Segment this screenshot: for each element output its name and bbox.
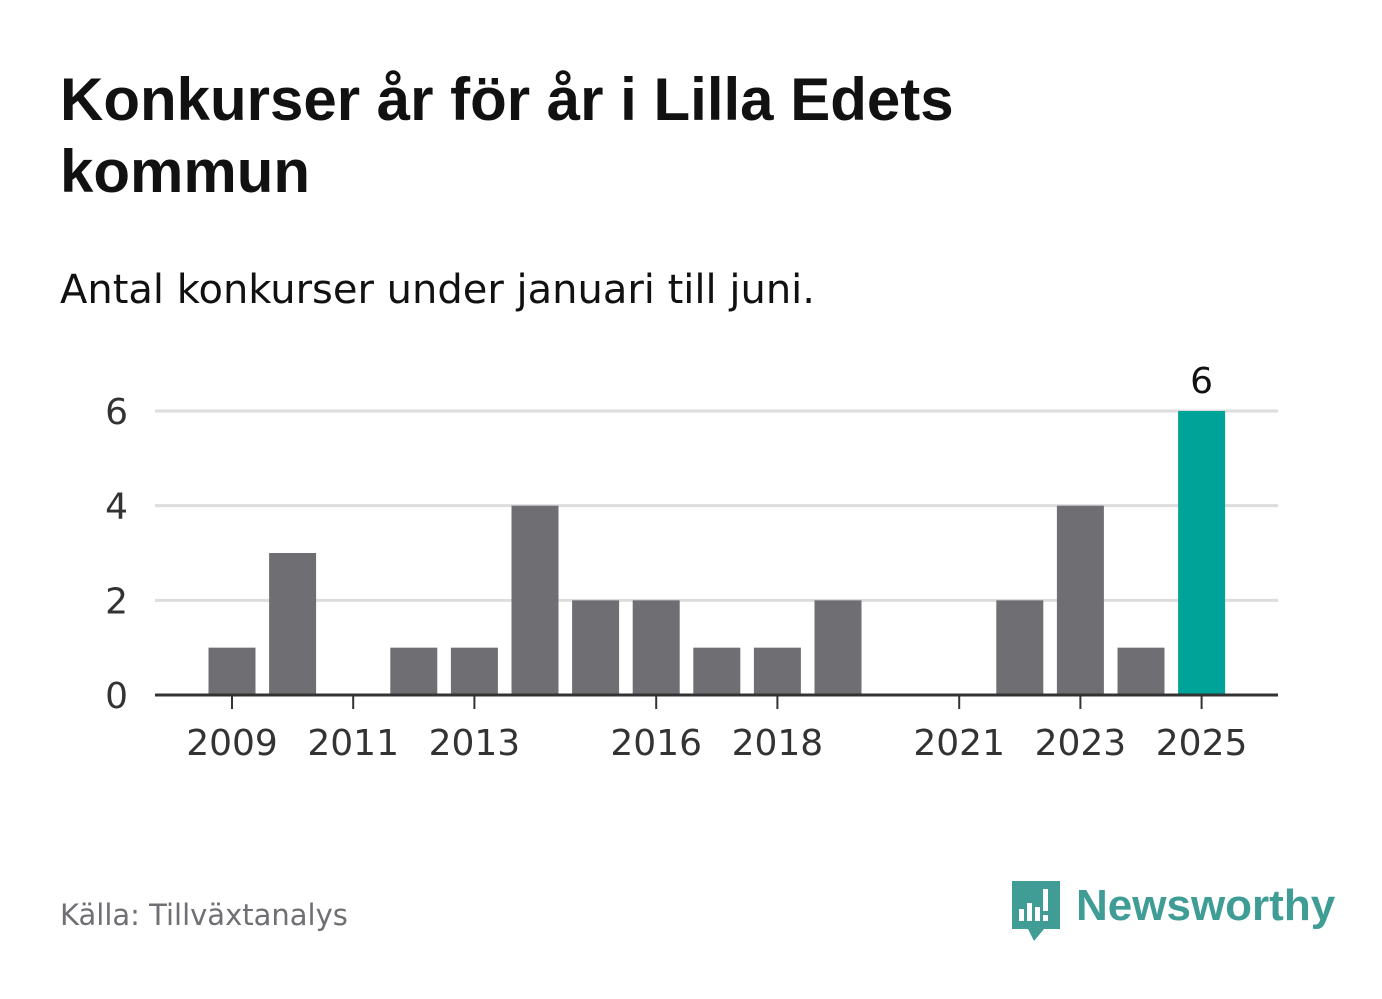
brand-logo[interactable]: Newsworthy [1010, 876, 1335, 946]
bar-2025 [1178, 411, 1226, 695]
x-tick-label: 2021 [913, 723, 1005, 764]
x-tick-label: 2018 [732, 723, 824, 764]
bar-2012 [390, 647, 438, 695]
x-tick-label: 2016 [610, 723, 702, 764]
brand-name: Newsworthy [1076, 881, 1336, 930]
x-tick-label: 2025 [1156, 723, 1248, 764]
x-tick-label: 2023 [1035, 723, 1127, 764]
gridlines [155, 409, 1278, 602]
x-tick-label: 2011 [307, 723, 399, 764]
y-tick-label: 4 [105, 487, 128, 528]
bar-2018 [753, 647, 801, 695]
bar-2014 [511, 505, 559, 695]
bars [208, 411, 1226, 695]
data-label: 6 [1190, 361, 1213, 402]
bar-2022 [996, 600, 1044, 695]
bar-2013 [450, 647, 498, 695]
bar-2024 [1117, 647, 1165, 695]
y-tick-label: 2 [105, 581, 128, 622]
y-axis-labels: 0 2 4 6 [105, 392, 128, 717]
y-tick-label: 0 [105, 676, 128, 717]
bar-2023 [1056, 505, 1104, 695]
x-tick-label: 2013 [429, 723, 521, 764]
bar-2019 [814, 600, 862, 695]
bar-chart-speech-bubble-icon [1012, 881, 1060, 941]
chart-title: Konkurser år för år i Lilla Edets kommun [60, 66, 954, 205]
bar-2016 [632, 600, 680, 695]
x-axis: 2009 2011 2013 2016 2018 2021 2023 2025 [155, 693, 1278, 764]
chart-subtitle: Antal konkurser under januari till juni. [60, 267, 815, 313]
source-note: Källa: Tillväxtanalys [60, 898, 348, 932]
bar-2010 [269, 553, 317, 695]
bar-2009 [208, 647, 256, 695]
x-tick-label: 2009 [186, 723, 278, 764]
y-tick-label: 6 [105, 392, 128, 433]
bar-2015 [572, 600, 620, 695]
data-labels: 6 [1190, 361, 1213, 402]
bar-2017 [693, 647, 741, 695]
